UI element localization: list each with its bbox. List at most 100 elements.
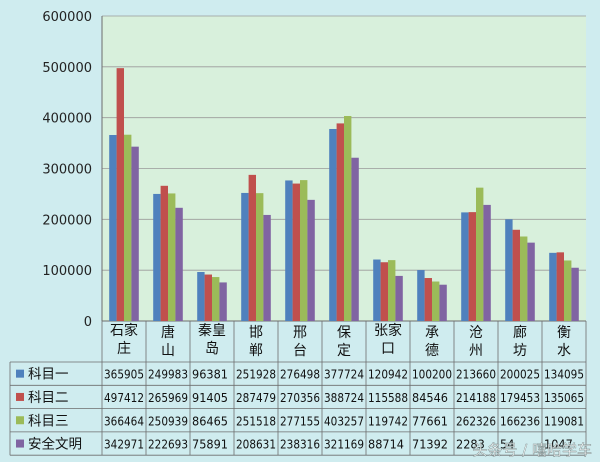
data-value: 179453: [500, 390, 540, 405]
bar-4-6: [351, 157, 359, 321]
category-label: 承德: [425, 325, 439, 359]
data-value: 120942: [368, 367, 408, 382]
data-value: 166236: [500, 413, 540, 428]
category-label: 张家口: [374, 322, 402, 357]
data-value: 265969: [148, 390, 188, 405]
bar-4-8: [439, 284, 447, 321]
series-label: 科目三: [28, 413, 69, 429]
watermark: 头条号 / 嘻哈学车: [472, 441, 592, 459]
bar-4-3: [219, 282, 227, 321]
bar-4-2: [175, 207, 183, 321]
bar-2-10: [512, 229, 520, 321]
y-tick-label: 0: [84, 315, 92, 330]
series-label: 科目二: [28, 390, 69, 406]
data-value: 86465: [192, 413, 228, 428]
bar-2-11: [556, 252, 564, 321]
bar-2-7: [380, 262, 388, 321]
bar-4-11: [571, 267, 579, 321]
data-value: 251518: [236, 413, 276, 428]
bar-2-3: [204, 274, 212, 321]
bar-2-6: [336, 123, 344, 321]
bar-3-1: [124, 134, 132, 321]
data-value: 119742: [368, 413, 408, 428]
bar-4-4: [263, 214, 271, 321]
bar-2-5: [292, 183, 300, 321]
bar-2-4: [248, 174, 256, 321]
series-label: 安全文明: [28, 436, 82, 453]
bar-2-8: [424, 278, 432, 321]
bar-3-6: [344, 116, 352, 322]
bar-4-7: [395, 275, 403, 321]
category-label: 保定: [337, 325, 351, 359]
bar-2-1: [116, 68, 124, 322]
data-value: 100200: [412, 367, 452, 382]
data-value: 262326: [456, 413, 496, 428]
data-value: 497412: [104, 390, 144, 405]
category-label: 邢台: [293, 325, 307, 359]
category-label: 廊坊: [513, 324, 527, 359]
data-value: 321169: [324, 437, 364, 452]
data-value: 214188: [456, 390, 496, 405]
bar-3-11: [564, 260, 572, 321]
bar-1-3: [197, 272, 205, 321]
data-value: 96381: [192, 367, 228, 382]
bar-1-11: [549, 252, 557, 321]
bar-2-9: [468, 212, 476, 321]
bar-1-4: [241, 192, 249, 321]
data-value: 71392: [412, 437, 448, 452]
bar-3-7: [388, 260, 396, 321]
category-label: 唐山: [161, 324, 175, 359]
bar-3-5: [300, 180, 308, 321]
y-tick-label: 400000: [42, 112, 92, 127]
data-value: 208631: [236, 437, 276, 452]
legend-key: [16, 416, 24, 425]
legend-key: [16, 392, 24, 401]
data-value: 54: [500, 437, 514, 452]
data-value: 238316: [280, 437, 320, 452]
data-value: 213660: [456, 367, 496, 382]
data-value: 119081: [544, 413, 584, 428]
bar-1-1: [109, 134, 117, 321]
bar-1-2: [153, 193, 161, 321]
data-value: 276498: [280, 367, 320, 382]
data-value: 270356: [280, 390, 320, 405]
y-tick-label: 600000: [42, 10, 92, 25]
data-value: 135065: [544, 390, 584, 405]
category-label: 石家庄: [110, 322, 138, 357]
data-value: 403257: [324, 413, 364, 428]
data-value: 377724: [324, 367, 364, 382]
bar-3-3: [212, 277, 220, 321]
data-value: 75891: [192, 437, 228, 452]
data-value: 88714: [368, 437, 404, 452]
y-axis-labels: 0 100000 200000 300000 400000 500000 600000: [42, 10, 92, 330]
data-value: 134095: [544, 367, 584, 382]
data-value: 365905: [104, 367, 144, 382]
bar-3-2: [168, 193, 176, 321]
data-value: 222693: [148, 437, 188, 452]
bar-1-5: [285, 180, 293, 321]
bar-2-2: [160, 185, 168, 321]
category-label: 衡水: [557, 325, 571, 359]
category-label: 秦皇岛: [198, 323, 226, 357]
data-value: 277155: [280, 413, 320, 428]
category-label: 沧州: [469, 324, 483, 359]
data-value: 84546: [412, 390, 448, 405]
bar-3-8: [432, 281, 440, 321]
data-value: 77661: [412, 413, 448, 428]
bar-1-8: [417, 270, 425, 321]
data-value: 115588: [368, 390, 408, 405]
bar-3-9: [476, 187, 484, 321]
y-tick-label: 100000: [42, 264, 92, 279]
bar-1-6: [329, 128, 337, 321]
bar-1-9: [461, 212, 469, 321]
legend-key: [16, 439, 24, 448]
y-tick-label: 200000: [42, 213, 92, 228]
data-value: 2283: [456, 437, 485, 452]
data-value: 342971: [104, 437, 144, 452]
series-label: 科目一: [28, 367, 69, 383]
bars: [109, 68, 579, 322]
y-tick-label: 500000: [42, 61, 92, 76]
data-value: 200025: [500, 367, 540, 382]
